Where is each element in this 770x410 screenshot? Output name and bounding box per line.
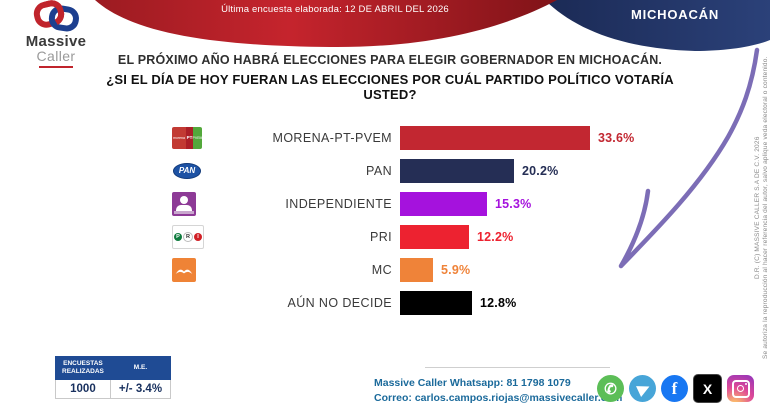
party-logo-pan: PAN — [172, 159, 204, 182]
brand-name-line2: Caller — [36, 48, 76, 64]
surveys-header: ENCUESTAS REALIZADAS — [55, 356, 111, 380]
category-label: MC — [371, 262, 392, 277]
value-label: 12.2% — [477, 229, 514, 244]
bar-segment — [400, 125, 590, 150]
category-label: PAN — [366, 163, 392, 178]
question-title: EL PRÓXIMO AÑO HABRÁ ELECCIONES PARA ELE… — [95, 53, 685, 102]
whatsapp-contact[interactable]: Massive Caller Whatsapp: 81 1798 1079 — [374, 377, 571, 389]
camera-glyph — [731, 379, 750, 398]
value-label: 20.2% — [522, 163, 559, 178]
massive-caller-logo-icon — [33, 0, 79, 32]
chart-row-pri: P R I PRI 12.2% — [172, 220, 692, 253]
last-survey-date: Última encuesta elaborada: 12 DE ABRIL D… — [221, 4, 449, 15]
sample-stats-table: ENCUESTAS REALIZADAS M.E. 1000 +/- 3.4% — [55, 356, 172, 399]
party-logo-independiente — [172, 191, 204, 216]
x-icon[interactable]: X — [693, 374, 722, 403]
instagram-icon[interactable] — [727, 375, 754, 402]
party-logo-mc — [172, 257, 204, 282]
category-label: AÚN NO DECIDE — [287, 295, 392, 310]
chart-row-mc: MC 5.9% — [172, 253, 692, 286]
chart-row-pan: PAN PAN 20.2% — [172, 154, 692, 187]
party-logo-morena-pt-pvem: morena PT PVEM — [172, 126, 204, 149]
copyright-line2: Se autoriza la reproducción al hacer ref… — [762, 56, 769, 360]
telegram-icon[interactable] — [629, 375, 656, 402]
surveys-value: 1000 — [55, 378, 111, 399]
margin-error-header: M.E. — [109, 356, 172, 380]
bar-segment — [400, 257, 433, 282]
facebook-icon[interactable]: f — [661, 375, 688, 402]
value-label: 12.8% — [480, 295, 517, 310]
massive-caller-logo: Massive Caller — [8, 0, 104, 69]
value-label: 15.3% — [495, 196, 532, 211]
copyright-vertical-text: D.R. (C) MASSIVE CALLER S.A DE C.V. 2026… — [754, 48, 769, 368]
brand-name-line1: Massive — [25, 33, 87, 50]
contact-block: Massive Caller Whatsapp: 81 1798 1079 Co… — [374, 376, 622, 406]
brand-rule — [39, 66, 73, 69]
chart-row-independiente: INDEPENDIENTE 15.3% — [172, 187, 692, 220]
bar-chart: morena PT PVEM MORENA-PT-PVEM 33.6% PAN PAN 20.… — [172, 121, 692, 319]
value-label: 33.6% — [598, 130, 635, 145]
question-title-line1: EL PRÓXIMO AÑO HABRÁ ELECCIONES PARA ELE… — [117, 53, 663, 67]
bar-segment — [400, 290, 472, 315]
bar-segment — [400, 191, 487, 216]
question-title-line2: ¿SI EL DÍA DE HOY FUERAN LAS ELECCIONES … — [106, 72, 674, 102]
whatsapp-icon[interactable]: ✆ — [597, 375, 624, 402]
copyright-line1: D.R. (C) MASSIVE CALLER S.A DE C.V. 2026 — [754, 136, 761, 280]
footer-divider — [425, 367, 610, 368]
bar-segment — [400, 224, 469, 249]
paper-plane-glyph — [635, 380, 652, 397]
social-icons: ✆ f X — [597, 374, 754, 403]
chart-row-aun-no-decide: AÚN NO DECIDE 12.8% — [172, 286, 692, 319]
category-label: PRI — [369, 229, 392, 244]
category-label: INDEPENDIENTE — [285, 196, 392, 211]
state-name: MICHOACÁN — [630, 7, 720, 22]
category-label: MORENA-PT-PVEM — [272, 130, 392, 145]
email-contact[interactable]: Correo: carlos.campos.riojas@massivecall… — [374, 392, 623, 405]
bar-segment — [400, 158, 514, 183]
margin-error-value: +/- 3.4% — [109, 378, 172, 399]
chart-row-morena-pt-pvem: morena PT PVEM MORENA-PT-PVEM 33.6% — [172, 121, 692, 154]
value-label: 5.9% — [441, 262, 471, 277]
